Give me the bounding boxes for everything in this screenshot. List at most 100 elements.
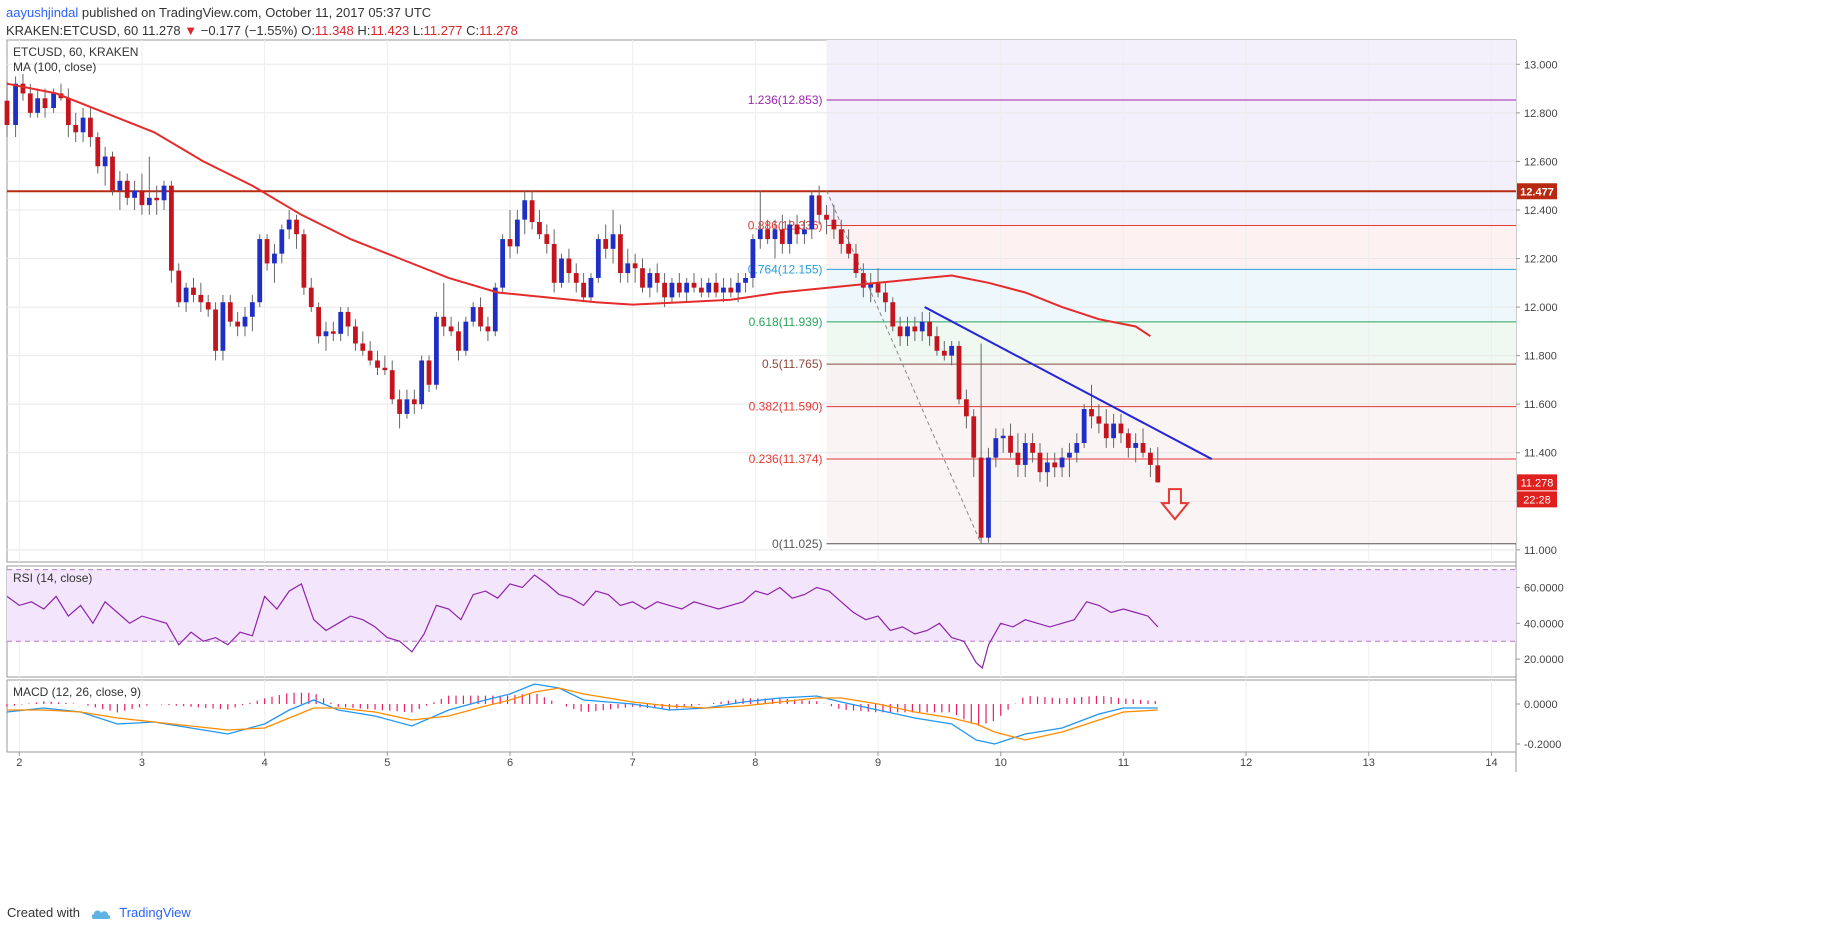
fib-level-label: 0.236(11.374) <box>749 452 823 466</box>
candle-bear <box>478 307 483 327</box>
candle-bear <box>1096 416 1102 424</box>
price-tick-label: 11.400 <box>1524 448 1557 460</box>
candle-bull <box>1133 443 1139 448</box>
rsi-line <box>6 574 1159 670</box>
candle-bull <box>404 399 410 414</box>
candle-bear <box>676 282 682 293</box>
fib-level-label: 0.886(12.336) <box>748 218 823 232</box>
candle-bull <box>669 282 675 298</box>
fib-level-label: 0(11.025) <box>772 537 822 551</box>
macd-panel <box>6 679 1517 753</box>
candle-bear <box>779 229 785 244</box>
candle-bull <box>522 200 528 220</box>
candle-bear <box>88 117 93 138</box>
candle-bull <box>13 83 18 125</box>
candle-bear <box>95 137 101 167</box>
candle-bull <box>1000 435 1006 439</box>
candle-bull <box>647 273 653 288</box>
candle-bear <box>846 243 851 254</box>
candle-bear <box>691 282 697 288</box>
current-price-label: 11.278 <box>1521 477 1554 489</box>
candle-bear <box>73 124 79 133</box>
candle-bear <box>227 302 233 322</box>
fib-zone-lower <box>826 406 1516 544</box>
candle-bull <box>787 224 793 244</box>
candle-bull <box>117 180 123 191</box>
tradingview-link[interactable]: TradingView <box>119 905 191 920</box>
candle-bear <box>1008 435 1013 453</box>
low-value: 11.277 <box>423 23 463 38</box>
fib-zone-618 <box>826 321 1516 365</box>
price-tick-label: 13.000 <box>1524 59 1558 71</box>
candle-bull <box>146 197 152 206</box>
ma100-line <box>6 82 1151 338</box>
candle-bear <box>971 416 977 458</box>
macd-tick-label: -0.2000 <box>1524 739 1561 751</box>
rsi-legend-label: RSI (14, close) <box>13 571 92 585</box>
candle-bear <box>308 287 314 308</box>
candle-bull <box>338 311 344 334</box>
author-link[interactable]: aayushjindal <box>6 5 79 20</box>
candle-bull <box>986 457 991 538</box>
candle-bear <box>375 360 380 368</box>
candle-bear <box>448 326 454 332</box>
price-tick-label: 12.600 <box>1524 156 1558 168</box>
chart-header: aayushjindal published on TradingView.co… <box>0 0 1824 40</box>
candle-bull <box>757 229 763 240</box>
candle-bull <box>1044 462 1050 473</box>
fib-level-label: 1.236(12.853) <box>748 93 823 107</box>
current-price-badge <box>1517 474 1557 491</box>
candle-bull <box>868 282 874 288</box>
close-value: 11.278 <box>479 23 518 38</box>
candle-bear <box>713 282 719 293</box>
candle-bull <box>500 239 506 288</box>
candle-bull <box>272 253 277 264</box>
publish-line: aayushjindal published on TradingView.co… <box>6 4 1818 22</box>
candle-bull <box>1067 452 1072 458</box>
candle-bull <box>588 277 594 298</box>
price-change: −0.177 (−1.55%) <box>200 23 298 38</box>
fib-zone-500 <box>826 364 1516 407</box>
price-tick-label: 12.200 <box>1524 254 1558 266</box>
candle-bull <box>419 360 425 405</box>
candle-bear <box>875 282 881 293</box>
candle-bear <box>824 214 829 220</box>
candle-bear <box>426 360 432 385</box>
candle-bull <box>772 229 778 240</box>
time-tick-label: 3 <box>139 757 145 769</box>
fib-zone-886 <box>826 225 1516 270</box>
candle-bull <box>1074 443 1080 453</box>
candle-bull <box>706 282 712 293</box>
price-tick-label: 12.000 <box>1524 302 1558 314</box>
candle-bull <box>80 117 86 133</box>
rsi-band <box>7 569 1516 642</box>
candle-bear <box>301 234 307 288</box>
candle-bear <box>544 234 550 244</box>
rsi-tick-label: 60.0000 <box>1524 582 1564 594</box>
candle-bear <box>662 282 667 298</box>
candle-bear <box>698 287 704 293</box>
candle-bull <box>279 229 285 254</box>
candle-bear <box>353 326 358 344</box>
candle-bear <box>618 234 623 274</box>
candle-bull <box>463 321 469 351</box>
candle-bull <box>183 287 189 303</box>
candle-bear <box>1052 462 1058 468</box>
candle-bear <box>1140 443 1146 453</box>
candle-bear <box>883 292 888 303</box>
candle-bear <box>927 321 932 337</box>
candle-bull <box>802 229 807 235</box>
candle-bull <box>1022 443 1028 465</box>
open-label: O: <box>301 23 315 38</box>
candle-bear <box>934 336 940 351</box>
candle-bear <box>382 367 388 371</box>
low-label: L: <box>412 23 424 38</box>
candle-bear <box>1118 423 1124 434</box>
candle-bull <box>514 219 520 247</box>
candle-bear <box>831 219 837 230</box>
candle-bear <box>860 273 866 288</box>
candle-bear <box>294 219 299 235</box>
candle-bear <box>264 239 270 264</box>
candle-bear <box>1015 452 1021 465</box>
